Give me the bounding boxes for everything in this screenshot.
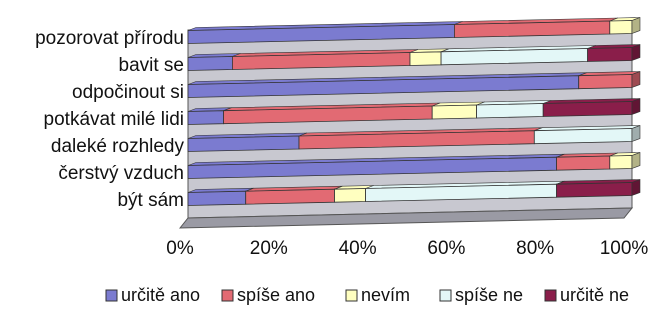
bar-segment-1-2 xyxy=(409,51,442,66)
x-tick-label: 60% xyxy=(427,238,465,259)
bar-segment-4-0 xyxy=(187,135,300,152)
legend-swatch xyxy=(544,289,557,302)
legend-label: spíše ano xyxy=(237,285,315,305)
legend-label: nevím xyxy=(361,285,410,305)
category-label: odpočinout si xyxy=(72,82,184,103)
bar-end-2 xyxy=(631,71,641,88)
bars-group xyxy=(187,17,641,206)
bar-end-5 xyxy=(631,152,641,169)
x-tick-label: 40% xyxy=(339,238,377,259)
category-label: potkávat milé lidi xyxy=(44,109,184,130)
legend-label: určitě ne xyxy=(560,285,629,305)
bar-segment-5-1 xyxy=(556,155,611,171)
bar-segment-6-0 xyxy=(187,190,247,206)
legend: určitě ano spíše ano nevím spíše ne určitě n… xyxy=(105,285,629,305)
bar-end-4 xyxy=(631,125,641,142)
bar-end-6 xyxy=(631,179,641,196)
bar-segment-3-4 xyxy=(542,101,633,117)
plot-floor xyxy=(178,207,634,229)
x-tick-label: 100% xyxy=(600,238,649,259)
bar-segment-6-2 xyxy=(334,188,367,203)
legend-swatch xyxy=(105,289,118,302)
bar-end-3 xyxy=(631,98,641,115)
bar-segment-1-4 xyxy=(587,47,633,62)
x-axis-ticks: 0% 20% 40% 60% 80% 100% xyxy=(166,238,648,259)
bar-end-0 xyxy=(631,17,641,34)
bar-segment-3-3 xyxy=(476,103,544,119)
category-label: daleké rozhledy xyxy=(51,136,185,157)
legend-swatch xyxy=(221,289,234,302)
bar-segment-1-3 xyxy=(440,48,588,66)
legend-swatch xyxy=(345,289,358,302)
bar-segment-6-4 xyxy=(556,182,633,198)
bar-segment-6-1 xyxy=(245,188,335,205)
legend-label: určitě ano xyxy=(121,285,200,305)
category-label: bavit se xyxy=(119,55,184,76)
bar-segment-3-2 xyxy=(431,104,478,120)
bar-segment-2-1 xyxy=(578,74,633,90)
bar-segment-5-2 xyxy=(609,155,633,170)
bar-segment-3-0 xyxy=(187,110,224,125)
category-label: čerstvý vzduch xyxy=(58,163,184,184)
bar-segment-4-3 xyxy=(533,128,633,145)
category-label: být sám xyxy=(117,190,184,211)
bar-segment-0-2 xyxy=(609,20,633,35)
bar-segment-1-0 xyxy=(187,56,233,71)
legend-swatch xyxy=(439,289,452,302)
x-tick-label: 0% xyxy=(166,238,194,259)
bar-end-1 xyxy=(631,44,641,61)
category-labels: pozorovat přírodu bavit se odpočinout si po… xyxy=(35,28,184,211)
category-label: pozorovat přírodu xyxy=(35,28,184,49)
legend-label: spíše ne xyxy=(455,285,523,305)
x-tick-label: 80% xyxy=(516,238,554,259)
x-tick-label: 20% xyxy=(250,238,288,259)
